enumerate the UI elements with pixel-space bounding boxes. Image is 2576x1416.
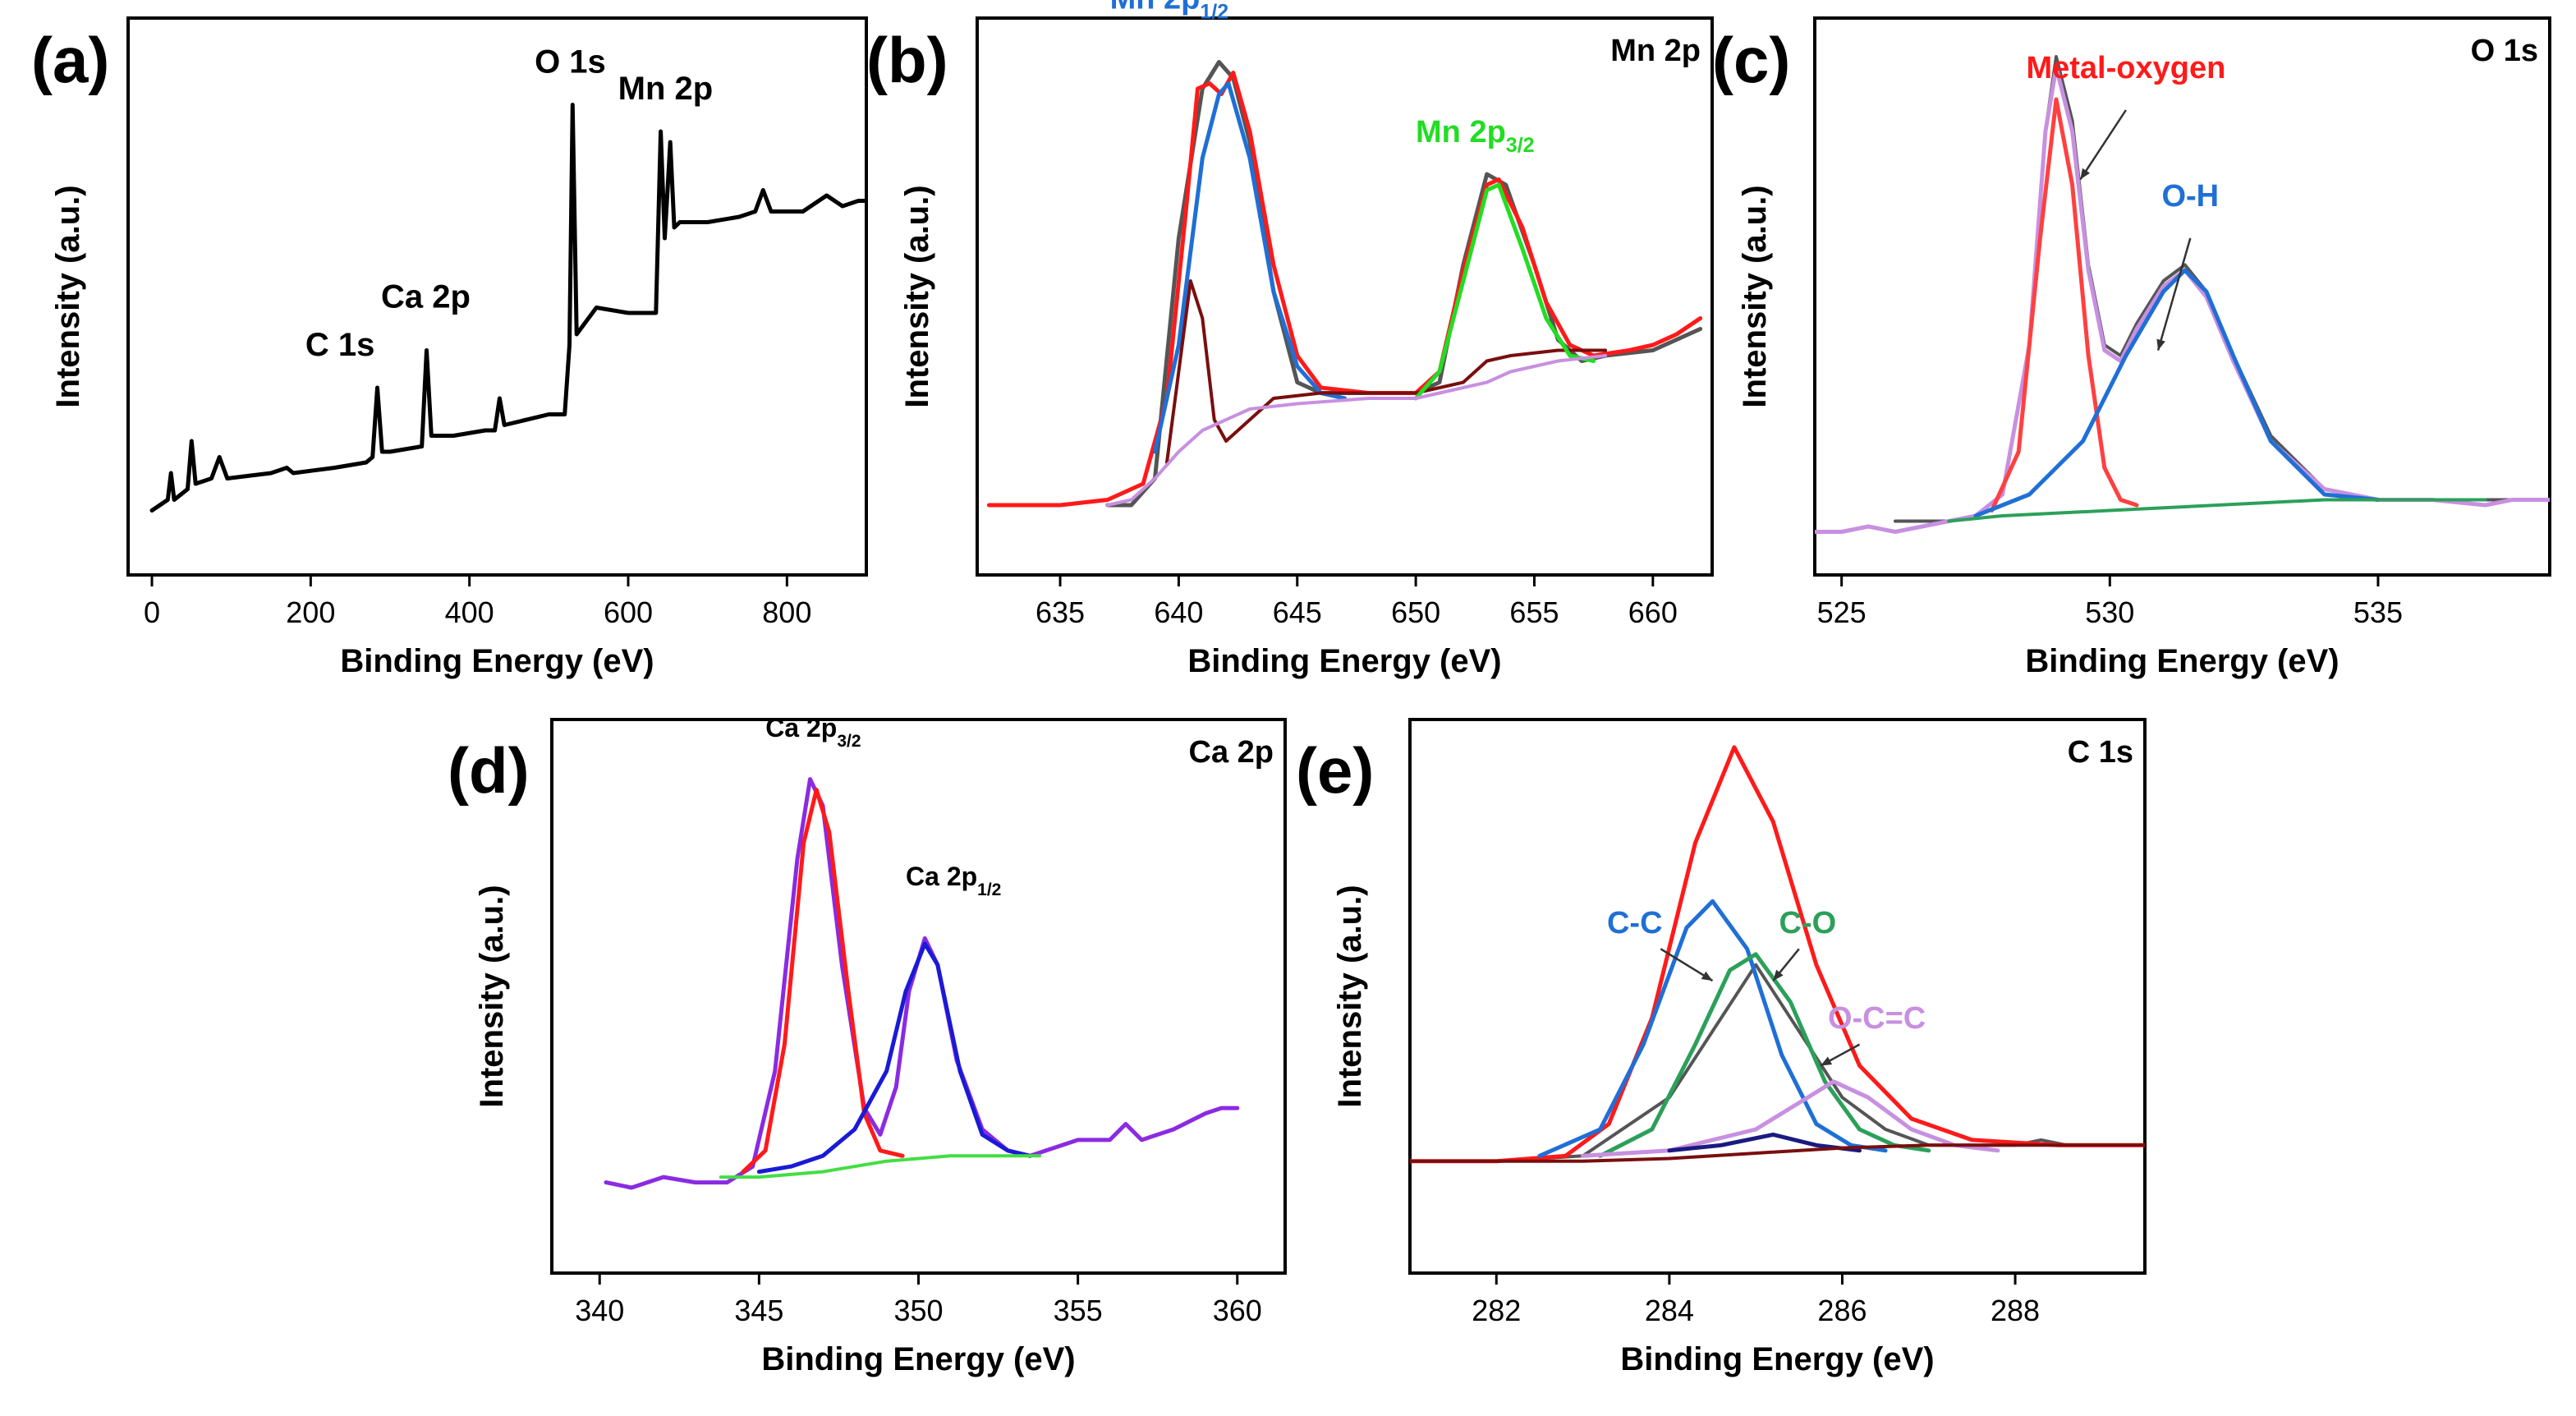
y-axis-title: Intensity (a.u.) — [50, 185, 86, 407]
peak-label: Ca 2p3/2 — [765, 713, 861, 751]
x-axis-title: Binding Energy (eV) — [1620, 1341, 1934, 1377]
x-tick-label: 345 — [734, 1294, 783, 1327]
annotation-arrowhead — [1701, 971, 1713, 982]
x-axis-title: Binding Energy (eV) — [2025, 643, 2339, 679]
series-mn-2p3-2-curve — [1413, 182, 1596, 401]
x-tick-label: 650 — [1391, 595, 1440, 629]
peak-label: Ca 2p — [381, 279, 471, 315]
x-tick-label: 640 — [1154, 595, 1203, 629]
x-tick-label: 288 — [1991, 1294, 2040, 1327]
x-axis-title: Binding Energy (eV) — [761, 1341, 1075, 1377]
series-c-o-curve — [1598, 952, 1931, 1158]
series-background-curve — [719, 1154, 1041, 1179]
x-tick-label: 655 — [1509, 595, 1559, 629]
series-mn-2p1-2-curve — [1153, 81, 1347, 454]
plot-frame — [126, 16, 868, 577]
peak-label: Metal-oxygen — [2026, 51, 2225, 85]
series-shoulder-curve — [1165, 279, 1608, 464]
panel-b-mn-2p: (b) 635 640 645 650 655 660 Binding Energy (eV)… — [866, 0, 1714, 679]
panel-c-o-1s: (c) 525 530 535 Binding Energy (eV) Intensity… — [1712, 16, 2551, 679]
series-o-h-curve — [1973, 268, 2381, 518]
region-tag: Ca 2p — [1189, 735, 1274, 770]
peak-label: O-H — [2161, 179, 2219, 214]
x-tick-label: 600 — [604, 595, 653, 629]
panel-a-survey: (a) 0 200 400 600 800 Binding Energy (eV) Inten… — [31, 16, 868, 679]
series-ca-2p1-2-curve — [756, 941, 1032, 1175]
annotation-arrowhead — [2080, 168, 2091, 180]
series-c-c-curve — [1537, 899, 1888, 1158]
plot-frame — [1813, 16, 2551, 577]
panel-letter: (a) — [31, 24, 109, 96]
annotation-arrow — [2156, 237, 2192, 351]
annotation-arrowhead — [1821, 1056, 1833, 1066]
panel-letter: (d) — [448, 734, 530, 807]
series-background-curve — [1410, 1143, 2145, 1163]
plot-frame — [1408, 718, 2147, 1275]
x-tick-label: 350 — [893, 1294, 943, 1327]
plot-frame — [976, 16, 1714, 577]
peak-label: Ca 2p1/2 — [906, 862, 1001, 899]
x-tick-label: 660 — [1628, 595, 1678, 629]
peak-label: O 1s — [535, 44, 606, 80]
annotation-arrow — [2079, 109, 2127, 181]
x-tick-label: 286 — [1817, 1294, 1867, 1327]
x-axis-title: Binding Energy (eV) — [340, 643, 654, 679]
series-background-curve — [1947, 498, 2487, 523]
y-axis-title: Intensity (a.u.) — [1332, 885, 1368, 1107]
x-tick-label: 284 — [1645, 1294, 1694, 1327]
y-axis-title: Intensity (a.u.) — [474, 885, 510, 1107]
x-tick-label: 645 — [1273, 595, 1322, 629]
peak-label: O-C=C — [1828, 1001, 1926, 1036]
annotation-arrowhead — [2156, 338, 2165, 351]
x-axis-title: Binding Energy (eV) — [1187, 643, 1501, 679]
panel-e-c-1s: (e) 282 284 286 288 Binding Energy (eV) Intens… — [1296, 718, 2147, 1377]
peak-label: C 1s — [305, 327, 375, 363]
peak-label: Mn 2p1/2 — [1110, 0, 1229, 24]
region-tag: O 1s — [2471, 34, 2538, 68]
peak-label: C-O — [1779, 906, 1837, 940]
x-tick-label: 635 — [1035, 595, 1085, 629]
region-tag: Mn 2p — [1610, 34, 1701, 68]
y-axis-title: Intensity (a.u.) — [1737, 185, 1773, 407]
x-tick-label: 360 — [1213, 1294, 1262, 1327]
series-o-c-c-curve — [1581, 1079, 2000, 1158]
panel-letter: (c) — [1712, 24, 1790, 96]
x-tick-label: 282 — [1472, 1294, 1521, 1327]
x-tick-label: 525 — [1817, 595, 1867, 629]
panel-letter: (b) — [866, 24, 948, 96]
panel-d-ca-2p: (d) 340 345 350 355 360 Binding Energy (eV) Int… — [448, 713, 1287, 1377]
x-tick-label: 0 — [144, 595, 160, 629]
x-tick-label: 200 — [286, 595, 335, 629]
peak-label: Mn 2p3/2 — [1416, 115, 1535, 157]
x-tick-label: 800 — [762, 595, 811, 629]
peak-label: Mn 2p — [618, 71, 714, 107]
series-survey-curve — [149, 103, 866, 513]
x-tick-label: 340 — [575, 1294, 624, 1327]
x-tick-label: 530 — [2085, 595, 2134, 629]
region-tag: C 1s — [2068, 735, 2133, 770]
series-metal-oxygen-curve — [1990, 97, 2139, 513]
series-ca-2p3-2-curve — [741, 788, 905, 1175]
y-axis-title: Intensity (a.u.) — [899, 185, 935, 407]
x-tick-label: 355 — [1054, 1294, 1103, 1327]
x-tick-label: 535 — [2353, 595, 2403, 629]
series-background-curve — [1105, 354, 1608, 507]
peak-label: C-C — [1607, 906, 1663, 940]
x-tick-label: 400 — [445, 595, 494, 629]
annotation-arrowhead — [1773, 969, 1784, 982]
panel-letter: (e) — [1296, 734, 1374, 807]
series-envelope-curve — [1410, 745, 2145, 1164]
